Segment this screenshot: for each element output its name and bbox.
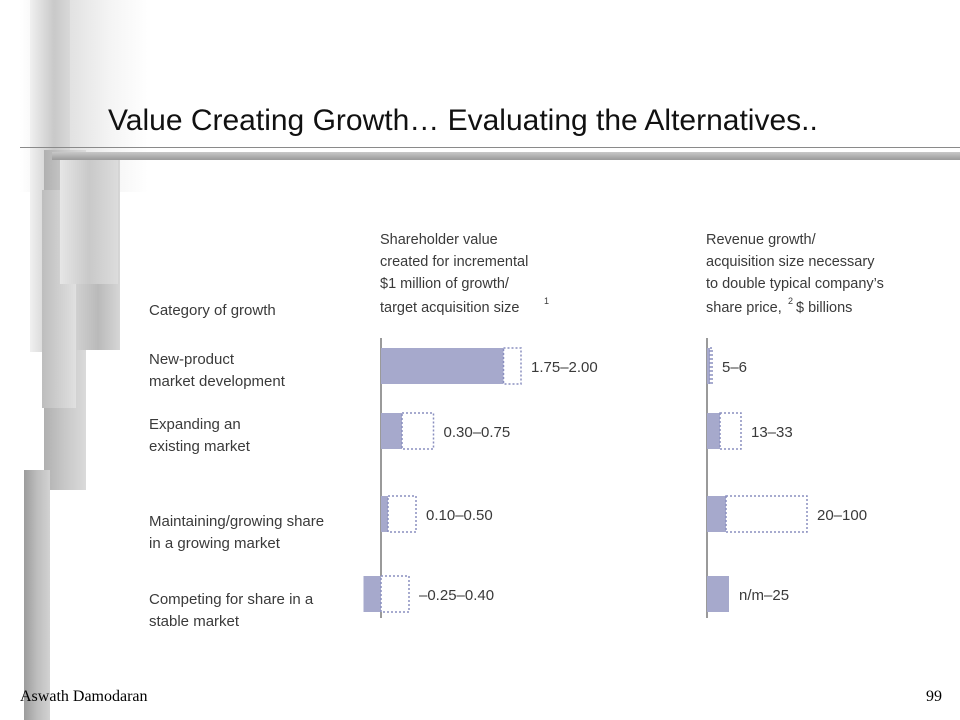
slide-title: Value Creating Growth… Evaluating the Al… xyxy=(108,104,818,137)
panel-header-line: created for incremental xyxy=(380,254,528,270)
category-label: stable market xyxy=(149,613,240,630)
category-label: in a growing market xyxy=(149,535,281,552)
range-box xyxy=(725,495,808,533)
title-band xyxy=(52,152,960,160)
decor-bar-6 xyxy=(24,470,50,720)
decor-bar-4 xyxy=(60,160,118,284)
panel-header-line: to double typical company’s xyxy=(706,276,884,292)
panel-header-line: share price, xyxy=(706,300,782,316)
category-label: Maintaining/growing share xyxy=(149,513,324,530)
panel-header-line: $ billions xyxy=(796,300,852,316)
panel-header-line: $1 million of growth/ xyxy=(380,276,510,292)
value-bar xyxy=(381,348,504,384)
range-box xyxy=(709,347,713,385)
panel-header-line: Revenue growth/ xyxy=(706,232,817,248)
category-label: Expanding an xyxy=(149,416,241,433)
value-label: 20–100 xyxy=(817,507,867,524)
panel-header-line: Shareholder value xyxy=(380,232,498,248)
range-box xyxy=(719,412,742,450)
value-bar xyxy=(363,576,381,612)
range-box xyxy=(401,412,435,450)
value-label: n/m–25 xyxy=(739,587,789,604)
panel-header-line: target acquisition size xyxy=(380,300,519,316)
value-bar xyxy=(707,496,726,532)
value-label: 1.75–2.00 xyxy=(531,359,598,376)
category-label: New-product xyxy=(149,351,235,368)
footnote-mark: 2 xyxy=(788,296,793,306)
category-label: existing market xyxy=(149,438,251,455)
footnote-mark: 1 xyxy=(544,296,549,306)
value-bar xyxy=(707,413,720,449)
value-bar xyxy=(381,496,388,532)
category-header: Category of growth xyxy=(149,302,276,319)
value-bar xyxy=(381,413,402,449)
range-box xyxy=(387,495,417,533)
range-box xyxy=(380,575,410,613)
value-label: –0.25–0.40 xyxy=(419,587,494,604)
value-label: 13–33 xyxy=(751,424,793,441)
range-box xyxy=(502,347,522,385)
footer-author: Aswath Damodaran xyxy=(20,688,148,705)
value-bar xyxy=(707,348,710,384)
value-bar xyxy=(707,576,729,612)
category-label: market development xyxy=(149,373,286,390)
page-number: 99 xyxy=(926,688,942,705)
value-label: 0.10–0.50 xyxy=(426,507,493,524)
growth-chart: Category of growth New-product market deve… xyxy=(149,232,884,630)
title-rule xyxy=(20,147,960,148)
value-label: 0.30–0.75 xyxy=(444,424,511,441)
value-label: 5–6 xyxy=(722,359,747,376)
category-label: Competing for share in a xyxy=(149,591,314,608)
panel-header-line: acquisition size necessary xyxy=(706,254,875,270)
